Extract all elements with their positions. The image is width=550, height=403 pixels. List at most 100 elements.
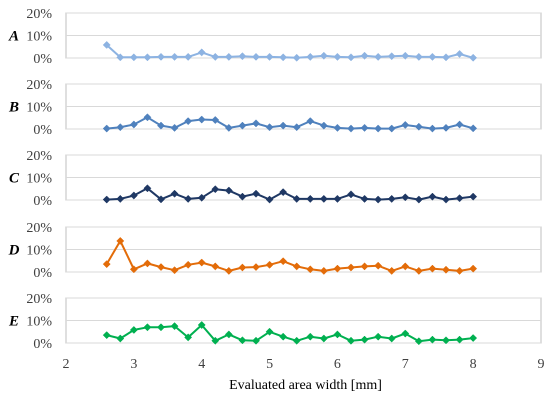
data-point-B — [224, 123, 233, 132]
data-point-E — [360, 335, 369, 344]
data-point-D — [265, 260, 274, 269]
data-point-B — [360, 123, 369, 132]
data-point-B — [469, 124, 478, 133]
data-point-C — [374, 195, 383, 204]
data-point-D — [374, 261, 383, 270]
data-point-E — [197, 321, 206, 329]
data-point-C — [455, 194, 464, 203]
panel-label-C: C — [9, 171, 20, 187]
data-point-D — [319, 266, 328, 275]
y-tick-label-D: 10% — [26, 244, 52, 259]
x-tick-label: 9 — [538, 357, 545, 372]
data-point-A — [265, 52, 274, 61]
data-point-D — [211, 262, 220, 271]
panel-label-E: E — [8, 314, 19, 330]
y-tick-label-B: 20% — [26, 78, 52, 93]
series-line-A — [106, 44, 474, 59]
data-point-B — [333, 123, 342, 132]
data-point-E — [442, 336, 450, 345]
data-point-A — [143, 53, 152, 62]
data-point-A — [428, 52, 437, 61]
data-point-E — [184, 333, 193, 342]
data-point-A — [157, 52, 165, 61]
data-point-C — [238, 192, 247, 201]
data-point-E — [428, 335, 437, 344]
data-point-C — [197, 193, 206, 202]
series-line-C — [106, 187, 474, 201]
y-tick-label-B: 0% — [33, 123, 52, 138]
data-point-A — [306, 52, 315, 61]
data-point-E — [387, 334, 396, 343]
data-point-B — [428, 124, 437, 133]
data-point-B — [265, 123, 274, 132]
data-point-C — [387, 194, 396, 203]
data-point-A — [333, 52, 342, 61]
y-tick-label-D: 20% — [26, 221, 52, 236]
data-point-D — [252, 263, 260, 272]
data-point-B — [129, 120, 138, 129]
data-point-D — [184, 260, 193, 269]
data-point-B — [306, 117, 315, 126]
data-point-D — [333, 264, 342, 273]
data-point-A — [401, 51, 410, 60]
data-point-C — [211, 185, 220, 194]
data-point-B — [157, 121, 165, 130]
x-tick-label: 2 — [63, 357, 70, 372]
y-tick-label-E: 0% — [33, 337, 52, 352]
data-point-B — [347, 124, 355, 133]
data-point-C — [414, 195, 423, 204]
data-point-D — [197, 258, 206, 267]
data-point-D — [238, 263, 247, 272]
data-point-E — [265, 327, 274, 336]
data-point-C — [143, 184, 152, 193]
data-point-B — [414, 122, 423, 131]
panel-label-B: B — [8, 100, 19, 116]
data-point-C — [129, 191, 138, 200]
data-point-C — [170, 189, 179, 198]
data-point-D — [170, 266, 179, 275]
series-line-D — [105, 239, 474, 272]
data-point-D — [279, 257, 288, 266]
data-point-E — [469, 334, 478, 343]
data-point-E — [292, 336, 301, 345]
data-point-C — [469, 192, 478, 201]
data-point-C — [292, 194, 301, 203]
data-point-B — [442, 123, 450, 132]
data-point-A — [374, 52, 383, 61]
data-point-A — [347, 53, 355, 62]
data-point-B — [211, 116, 220, 124]
data-point-E — [238, 336, 247, 345]
y-tick-label-B: 10% — [26, 101, 52, 116]
data-point-D — [428, 264, 437, 273]
data-point-E — [319, 334, 328, 343]
y-tick-label-E: 10% — [26, 315, 52, 330]
data-point-B — [455, 120, 464, 129]
data-point-B — [143, 113, 152, 122]
data-point-A — [116, 53, 125, 62]
data-point-C — [184, 194, 193, 203]
data-point-A — [360, 51, 369, 60]
data-point-A — [170, 52, 179, 61]
data-point-E — [129, 325, 138, 334]
panel-label-D: D — [8, 243, 20, 259]
data-point-D — [442, 265, 450, 274]
data-point-B — [374, 124, 383, 133]
data-point-C — [265, 195, 274, 204]
panel-label-A: A — [8, 29, 19, 45]
data-point-C — [102, 195, 111, 204]
data-point-C — [306, 194, 315, 203]
data-point-A — [197, 48, 206, 57]
data-point-C — [224, 186, 233, 195]
data-point-E — [455, 335, 464, 344]
data-point-A — [224, 52, 233, 61]
data-point-E — [211, 336, 220, 345]
data-point-B — [116, 123, 125, 132]
data-point-C — [347, 190, 355, 199]
data-point-A — [455, 49, 464, 58]
data-point-A — [184, 52, 193, 61]
x-tick-label: 5 — [266, 357, 273, 372]
data-point-E — [279, 332, 288, 341]
data-point-E — [401, 329, 410, 338]
data-point-C — [157, 195, 165, 204]
data-point-A — [102, 40, 111, 49]
